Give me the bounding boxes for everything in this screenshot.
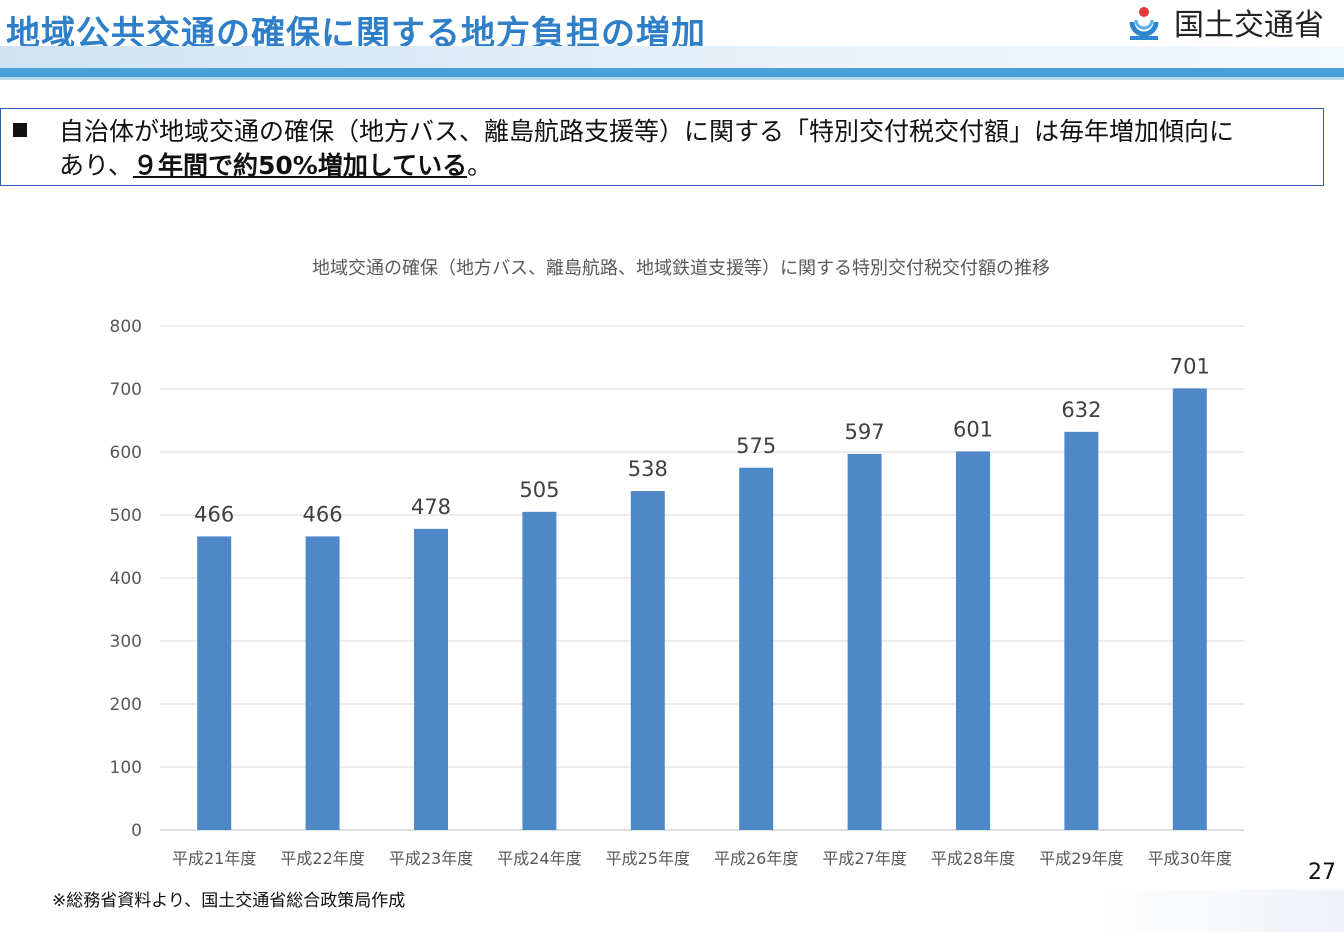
- summary-part2: あり、: [59, 151, 134, 180]
- bar: [739, 467, 774, 830]
- summary-text: 自治体が地域交通の確保（地方バス、離島航路支援等）に関する「特別交付税交付額」は…: [59, 115, 1309, 183]
- bar: [1172, 388, 1207, 830]
- summary-part1: 自治体が地域交通の確保（地方バス、離島航路支援等）に関する「特別交付税交付額」は…: [59, 117, 1235, 146]
- x-tick-label: 平成24年度: [497, 849, 581, 868]
- bar: [197, 536, 232, 830]
- x-tick-label: 平成27年度: [822, 849, 906, 868]
- bar: [1064, 431, 1099, 830]
- x-tick-label: 平成23年度: [389, 849, 473, 868]
- y-tick-label: 800: [110, 317, 142, 337]
- y-tick-label: 700: [110, 380, 142, 400]
- bullet-square-icon: [13, 123, 27, 137]
- summary-box: 自治体が地域交通の確保（地方バス、離島航路支援等）に関する「特別交付税交付額」は…: [0, 108, 1324, 186]
- summary-part3: 。: [467, 151, 493, 180]
- y-tick-label: 200: [110, 695, 142, 715]
- data-label: 632: [1061, 398, 1101, 422]
- x-tick-label: 平成28年度: [931, 849, 1015, 868]
- data-label: 701: [1170, 354, 1210, 378]
- mlit-logo: 国土交通省: [1122, 0, 1324, 44]
- source-note: ※総務省資料より、国土交通省総合政策局作成: [52, 891, 406, 911]
- logo-text: 国土交通省: [1174, 8, 1324, 43]
- data-label: 478: [411, 495, 451, 519]
- x-tick-label: 平成25年度: [606, 849, 690, 868]
- bar: [522, 511, 557, 830]
- summary-emphasis: ９年間で約50%増加している: [133, 151, 468, 180]
- y-tick-label: 600: [110, 443, 142, 463]
- x-tick-label: 平成29年度: [1039, 849, 1123, 868]
- data-label: 466: [194, 502, 234, 526]
- x-tick-label: 平成26年度: [714, 849, 798, 868]
- title-rule: [0, 68, 1344, 77]
- bar: [847, 453, 882, 830]
- data-label: 601: [953, 417, 993, 441]
- chart-title: 地域交通の確保（地方バス、離島航路、地域鉄道支援等）に関する特別交付税交付額の推…: [312, 258, 1050, 279]
- bar: [305, 536, 340, 830]
- bar: [956, 451, 990, 830]
- x-tick-label: 平成21年度: [172, 849, 256, 868]
- data-label: 597: [845, 420, 885, 444]
- data-label: 505: [519, 478, 559, 502]
- title-band: [0, 46, 1344, 68]
- page-number: 27: [1308, 860, 1336, 885]
- corner-decoration: [1100, 890, 1344, 932]
- y-tick-label: 400: [110, 569, 142, 589]
- mlit-logo-icon: [1129, 7, 1159, 40]
- x-tick-label: 平成30年度: [1148, 849, 1232, 868]
- bar: [630, 491, 665, 830]
- x-tick-label: 平成22年度: [280, 849, 364, 868]
- y-tick-label: 300: [110, 632, 142, 652]
- y-tick-label: 0: [131, 821, 142, 841]
- data-label: 575: [736, 434, 776, 458]
- y-tick-label: 500: [110, 506, 142, 526]
- data-label: 538: [628, 457, 668, 481]
- y-tick-label: 100: [110, 758, 142, 778]
- bar: [414, 528, 448, 830]
- title-rule-thin: [0, 77, 1344, 80]
- data-label: 466: [303, 502, 343, 526]
